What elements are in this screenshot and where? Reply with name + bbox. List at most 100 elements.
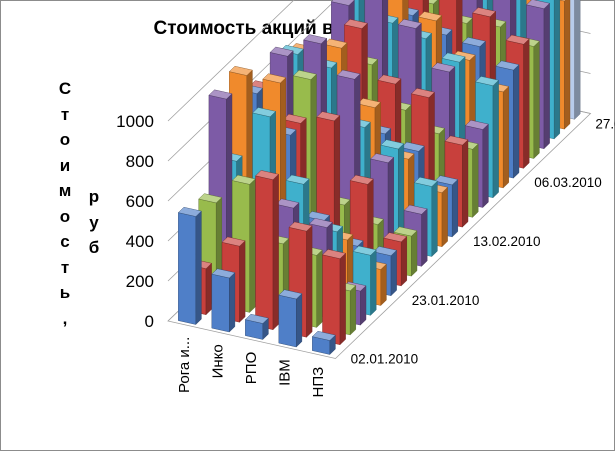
bar-top (208, 89, 233, 100)
bar-top (403, 204, 428, 215)
y-tick-label: 1000 (116, 112, 154, 131)
bar-side (421, 208, 428, 267)
gridline-side (167, 0, 295, 122)
bar-side (452, 179, 458, 238)
bar-top (373, 246, 398, 256)
bar-side (411, 230, 418, 277)
bar-side (513, 64, 520, 179)
depth-axis-label: 13.02.2010 (473, 234, 541, 249)
depth-axis-label: 02.01.2010 (351, 352, 419, 367)
bar-top (262, 73, 287, 84)
bar-front (211, 273, 230, 333)
bar-side (296, 293, 303, 348)
bar-side (249, 178, 256, 313)
y-tick-label: 400 (126, 232, 154, 251)
bar-front (178, 212, 197, 325)
bar-top (308, 218, 333, 228)
bar-side (503, 86, 509, 189)
bar-top (377, 74, 402, 85)
bar-top (316, 111, 341, 122)
bar-top (278, 289, 303, 300)
bar-side (195, 210, 202, 325)
bar-top (198, 193, 223, 204)
bar-side (205, 262, 212, 316)
y-tick-label: 600 (126, 192, 154, 211)
bar-side (360, 285, 367, 326)
bar-top (282, 113, 307, 124)
category-label: РПО (243, 352, 260, 384)
bar-side (554, 0, 560, 140)
category-label: IBM (276, 359, 293, 386)
bar-top (244, 313, 269, 324)
bar-side (472, 143, 479, 218)
bar-side (533, 40, 540, 159)
bar-top (558, 0, 566, 2)
bar-top (288, 221, 313, 232)
bar-top (370, 153, 395, 164)
category-label: НПЗ (310, 367, 327, 398)
bar-top (431, 62, 456, 73)
y-tick-label: 800 (126, 152, 154, 171)
bar-side (239, 240, 246, 323)
bar-1-2 (211, 268, 236, 333)
bar-front (278, 294, 297, 348)
bar-1-4 (278, 289, 303, 348)
category-label: Рога и... (176, 337, 193, 393)
bar-side (229, 272, 236, 333)
bar-side (441, 186, 448, 248)
bar-side (306, 225, 313, 338)
bar-front (255, 175, 274, 330)
bar-top (303, 34, 328, 45)
bar-2-5 (322, 249, 347, 346)
bar-top (495, 60, 520, 71)
bar-top (526, 0, 551, 9)
bar-top (444, 135, 469, 146)
bar-top (475, 76, 500, 86)
bar-top (349, 174, 374, 185)
bar-top (292, 70, 317, 80)
bar-top (252, 107, 277, 118)
bar-top (413, 176, 438, 187)
bar-side (543, 2, 550, 150)
bar-side (564, 0, 571, 130)
category-label: Инко (209, 344, 226, 378)
bar-side (390, 249, 397, 297)
bar-side (431, 180, 438, 257)
depth-axis-label: 06.03.2010 (534, 175, 602, 190)
bar-top (221, 236, 246, 247)
bar-top (472, 7, 497, 18)
bar-top (441, 52, 466, 63)
bar-top (343, 19, 368, 29)
bar-side (272, 173, 279, 331)
bar-side (523, 38, 530, 169)
bar-top (461, 37, 486, 47)
bar-top (336, 69, 361, 80)
bar-top (397, 18, 422, 29)
bar-front (322, 254, 341, 345)
bar-top (228, 65, 253, 76)
bar-side (316, 249, 323, 328)
bar-side (401, 236, 407, 287)
y-tick-label: 200 (126, 272, 154, 291)
bar-side (462, 139, 469, 228)
bar-top (275, 198, 300, 209)
bar-1-5 (311, 330, 336, 355)
bar-side (380, 263, 387, 306)
depth-axis-label: 23.01.2010 (412, 293, 480, 308)
bar-1-3 (244, 313, 269, 340)
bar-side (350, 285, 356, 336)
bar-top (418, 11, 443, 22)
bar-2-3 (255, 170, 280, 331)
bar-side (339, 252, 346, 346)
bar-top (211, 268, 236, 279)
bar-top (322, 249, 347, 259)
bar-top (330, 0, 355, 6)
bar-top (323, 38, 348, 49)
depth-axis-label: 27.03.2010 (595, 116, 615, 131)
bar-side (492, 79, 499, 199)
bar-top (383, 232, 408, 243)
bar-top (380, 139, 405, 150)
